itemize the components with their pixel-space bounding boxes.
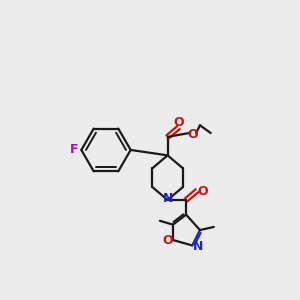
Text: O: O	[162, 234, 173, 247]
Text: N: N	[162, 192, 173, 205]
Text: O: O	[188, 128, 198, 141]
Text: O: O	[197, 185, 208, 198]
Text: N: N	[193, 241, 203, 254]
Text: F: F	[70, 143, 79, 157]
Text: O: O	[173, 116, 184, 129]
